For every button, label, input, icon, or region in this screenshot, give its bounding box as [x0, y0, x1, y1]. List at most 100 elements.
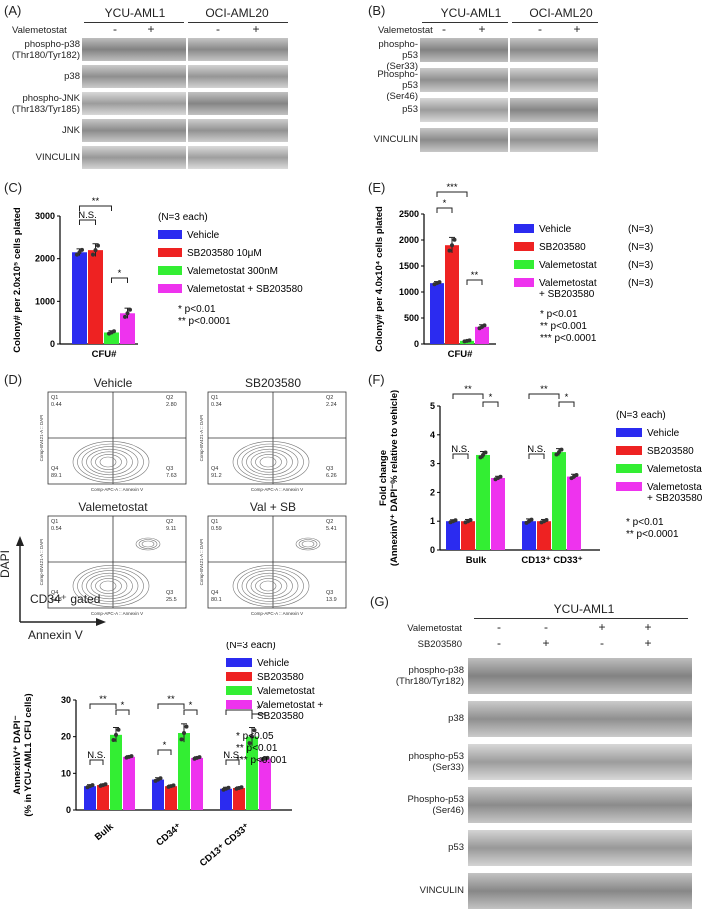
wb-b-blot-strip — [420, 128, 508, 152]
significance-bracket — [115, 709, 130, 715]
wb-a-treatment-label: Valemetostat — [12, 25, 67, 36]
legend-swatch — [226, 700, 252, 709]
bar — [88, 250, 103, 344]
bar — [233, 788, 245, 810]
y-axis-label: Colony# per 2.0x10⁵ cells plated — [12, 207, 23, 353]
y-tick-label: 1500 — [399, 261, 419, 271]
significance-bracket — [183, 709, 198, 715]
legend-swatch — [158, 284, 182, 293]
significance-legend: * p<0.01 — [540, 309, 578, 320]
bar — [430, 283, 444, 344]
legend-label: SB203580 — [647, 446, 694, 457]
flow-q3-value: Q3 — [326, 590, 333, 596]
flow-q1-value: 0.34 — [211, 402, 222, 408]
data-point — [93, 248, 98, 253]
panel-label-f: (F) — [368, 372, 385, 387]
bar — [522, 521, 536, 550]
data-point — [80, 247, 84, 252]
flow-q2-value: 9.11 — [166, 526, 176, 532]
data-point — [116, 727, 121, 732]
wb-a-blot-strip — [82, 65, 186, 88]
flow-q4-value: Q4 — [211, 466, 218, 472]
wb-g-t2-sign-4: + — [644, 636, 652, 650]
data-point — [125, 311, 130, 316]
wb-b-blot-strip — [420, 38, 508, 62]
data-point — [103, 782, 108, 787]
x-category-label: CD13⁺ CD33⁺ — [198, 821, 252, 869]
bar — [461, 521, 475, 550]
y-tick-label: 1000 — [399, 287, 419, 297]
data-point — [171, 783, 176, 788]
bar — [476, 454, 490, 550]
data-point — [529, 517, 534, 522]
data-point — [559, 447, 564, 452]
wb-g-t1-sign-4: + — [644, 620, 652, 634]
wb-b-blot-strip — [420, 98, 508, 122]
significance-bracket — [482, 401, 499, 407]
annexin-dapi-axes — [16, 536, 106, 626]
gate-label: CD34⁺ gated — [30, 592, 101, 606]
data-point — [96, 243, 100, 248]
legend-label: + SB203580 — [647, 493, 702, 504]
data-point — [182, 731, 186, 735]
x-category-label: CD34⁺ — [154, 821, 184, 848]
wb-b-sign-3: - — [538, 22, 542, 36]
wb-b-row-label: p53 — [402, 104, 418, 115]
flow-q3-value: Q3 — [166, 590, 173, 596]
y-axis-label: Fold change — [378, 450, 389, 506]
significance-bracket — [157, 703, 185, 709]
significance-label: ** — [92, 196, 100, 207]
significance-bracket — [528, 393, 560, 399]
legend-swatch — [226, 658, 252, 667]
legend-n: (N=3) — [628, 260, 653, 271]
wb-b-sign-4: + — [573, 22, 581, 36]
wb-b-underline-2 — [512, 22, 598, 23]
wb-b-blot-strip — [510, 68, 598, 92]
legend-n: (N=3) — [628, 242, 653, 253]
legend-swatch — [514, 260, 534, 269]
legend-swatch — [514, 278, 534, 287]
legend-label: Valemetostat — [647, 482, 702, 493]
legend-swatch — [514, 224, 534, 233]
y-tick-label: 2000 — [399, 235, 419, 245]
panel-label-g: (G) — [370, 594, 389, 609]
significance-bracket — [89, 703, 117, 709]
legend-label: Valemetostat + SB203580 — [187, 284, 303, 295]
legend-swatch — [616, 428, 642, 437]
legend-label: Vehicle — [539, 224, 572, 235]
bar — [475, 326, 489, 344]
significance-bracket — [157, 749, 172, 755]
wb-g-treatment-2: SB203580 — [417, 639, 462, 650]
legend-label: Valemetostat — [647, 464, 702, 475]
wb-g-row-label: Phospho-p53 (Ser46) — [407, 794, 464, 816]
wb-g-underline — [474, 618, 688, 619]
y-tick-label: 2 — [430, 487, 435, 497]
legend-swatch — [616, 482, 642, 491]
bar — [84, 786, 96, 810]
significance-bracket — [225, 709, 253, 715]
y-tick-label: 3 — [430, 459, 435, 469]
wb-a-cell-line-1: YCU-AML1 — [104, 6, 166, 20]
bar — [537, 521, 551, 550]
flow-q3-value: 25.5 — [166, 597, 177, 603]
data-point — [129, 754, 134, 759]
data-point — [197, 755, 202, 760]
significance-label: N.S. — [527, 444, 545, 455]
significance-legend: * p<0.01 — [178, 304, 216, 315]
flow-q3-value: Q3 — [326, 466, 333, 472]
panel-label-c: (C) — [4, 180, 23, 195]
flow-q4-value: 89.1 — [51, 473, 62, 479]
wb-a-blot-strip — [188, 65, 288, 88]
significance-legend: *** p<0.001 — [236, 755, 287, 766]
wb-g-t1-sign-1: - — [497, 620, 501, 634]
bar — [491, 478, 505, 550]
x-category-label: Bulk — [93, 821, 116, 843]
flow-q2-value: 2.80 — [166, 402, 177, 408]
flow-x-axis-label: Comp-APC-A :: Annexin V — [251, 487, 303, 492]
significance-bracket — [251, 713, 266, 719]
y-tick-label: 0 — [66, 805, 71, 815]
significance-bracket — [111, 277, 128, 283]
data-point — [91, 252, 95, 257]
